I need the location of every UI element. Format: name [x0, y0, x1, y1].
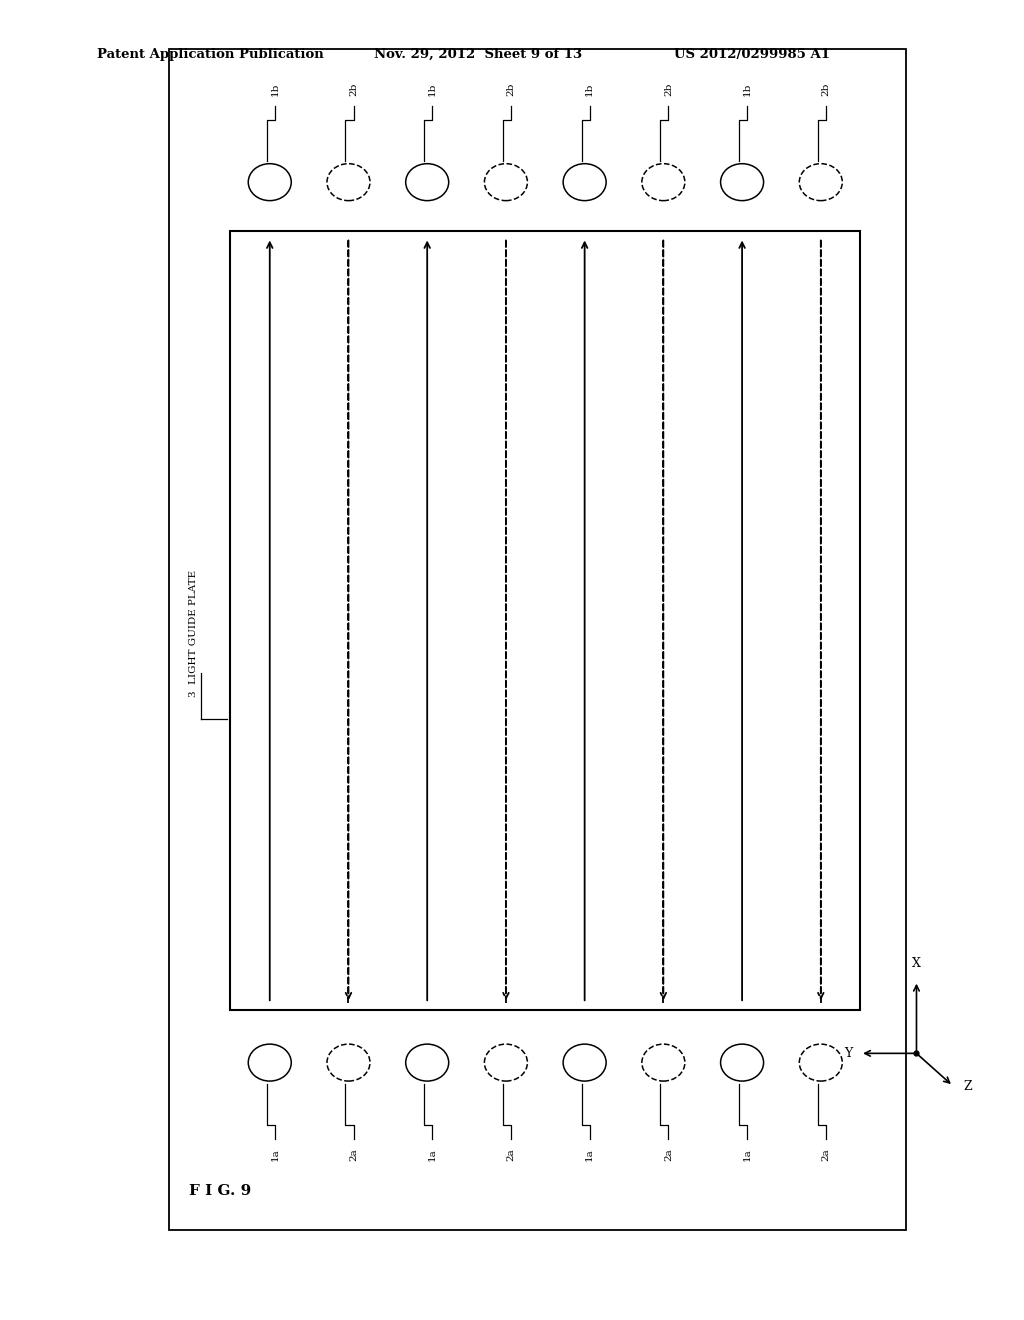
Ellipse shape — [563, 164, 606, 201]
Text: 1b: 1b — [586, 83, 594, 96]
Ellipse shape — [484, 164, 527, 201]
Text: 1b: 1b — [742, 83, 752, 96]
Text: Nov. 29, 2012  Sheet 9 of 13: Nov. 29, 2012 Sheet 9 of 13 — [374, 48, 582, 61]
Ellipse shape — [721, 1044, 764, 1081]
Text: 1a: 1a — [428, 1148, 437, 1162]
Text: 1a: 1a — [742, 1148, 752, 1162]
Ellipse shape — [484, 1044, 527, 1081]
Ellipse shape — [800, 164, 843, 201]
Text: 1b: 1b — [428, 83, 437, 96]
Bar — [169, 49, 906, 1230]
Text: X: X — [912, 957, 921, 970]
Text: 2b: 2b — [507, 83, 515, 96]
Ellipse shape — [406, 164, 449, 201]
Text: 3  LIGHT GUIDE PLATE: 3 LIGHT GUIDE PLATE — [189, 570, 198, 697]
Text: Patent Application Publication: Patent Application Publication — [97, 48, 324, 61]
Text: 2b: 2b — [664, 83, 673, 96]
Ellipse shape — [248, 164, 291, 201]
Ellipse shape — [721, 164, 764, 201]
Ellipse shape — [327, 164, 370, 201]
Ellipse shape — [563, 1044, 606, 1081]
Text: 2b: 2b — [349, 83, 358, 96]
Text: F I G. 9: F I G. 9 — [189, 1184, 252, 1197]
Bar — [230, 231, 860, 1010]
Ellipse shape — [800, 1044, 843, 1081]
Text: 2a: 2a — [664, 1148, 673, 1162]
Text: 1b: 1b — [270, 83, 280, 96]
Ellipse shape — [248, 1044, 291, 1081]
Ellipse shape — [406, 1044, 449, 1081]
Text: 2b: 2b — [821, 83, 830, 96]
Text: 1a: 1a — [270, 1148, 280, 1162]
Text: 2a: 2a — [349, 1148, 358, 1162]
Ellipse shape — [327, 1044, 370, 1081]
Ellipse shape — [642, 164, 685, 201]
Text: 1a: 1a — [586, 1148, 594, 1162]
Text: Y: Y — [844, 1047, 852, 1060]
Text: 2a: 2a — [507, 1148, 515, 1162]
Text: US 2012/0299985 A1: US 2012/0299985 A1 — [674, 48, 829, 61]
Text: 2a: 2a — [821, 1148, 830, 1162]
Text: Z: Z — [964, 1080, 972, 1093]
Ellipse shape — [642, 1044, 685, 1081]
